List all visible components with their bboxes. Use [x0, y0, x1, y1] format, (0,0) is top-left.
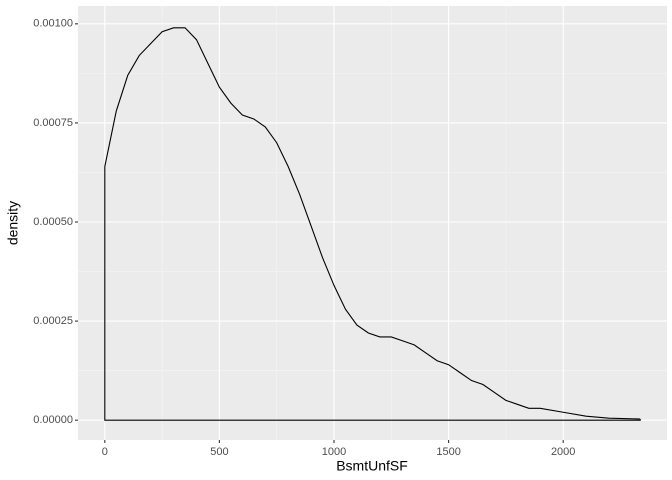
- panel-background: [78, 6, 667, 440]
- y-tick-label: 0.00050: [33, 216, 73, 228]
- x-tick-label: 500: [210, 446, 228, 458]
- density-curve: [104, 27, 641, 420]
- y-tick-label: 0.00075: [33, 117, 73, 129]
- y-tick-label: 0.00100: [33, 18, 73, 30]
- x-tick-label: 1000: [322, 446, 346, 458]
- marks: [104, 27, 641, 421]
- x-tick-label: 2000: [551, 446, 575, 458]
- x-tick-label: 0: [102, 446, 108, 458]
- y-tick-label: 0.00000: [33, 414, 73, 426]
- labels: 0 500 1000 1500 2000 0.00000 0.00025 0.00050 0.0…: [33, 18, 575, 458]
- x-axis-title: BsmtUnfSF: [336, 458, 408, 474]
- density-outline-base: [104, 166, 641, 421]
- y-axis-title: density: [5, 201, 21, 245]
- x-tick-label: 1500: [436, 446, 460, 458]
- y-tick-label: 0.00025: [33, 315, 73, 327]
